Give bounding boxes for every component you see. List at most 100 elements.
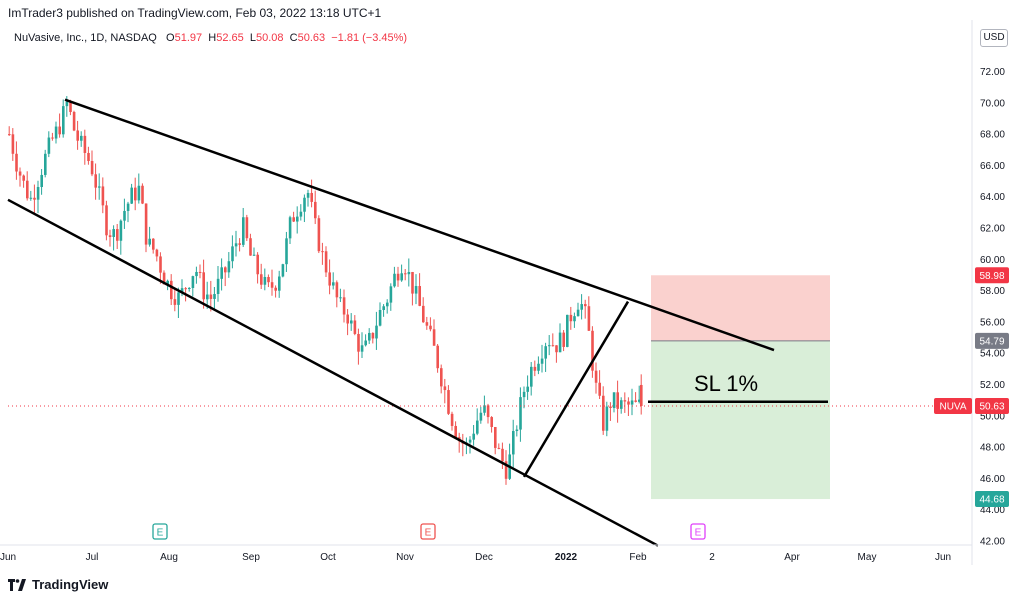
- candle-body: [285, 238, 288, 265]
- candle-body: [364, 340, 367, 346]
- candle-body: [22, 175, 25, 181]
- candle-body: [389, 286, 393, 303]
- take-profit-zone[interactable]: [651, 340, 830, 500]
- y-tick-label: 54.00: [980, 349, 1005, 360]
- candle-body: [238, 243, 241, 245]
- candle-body: [630, 400, 634, 405]
- earnings-marker[interactable]: [420, 523, 436, 540]
- trendline-channel-lower[interactable]: [7, 198, 659, 547]
- candle-body: [177, 292, 180, 305]
- candle-body: [584, 304, 587, 307]
- earnings-marker[interactable]: [690, 523, 706, 540]
- earnings-marker-label: E: [695, 528, 702, 539]
- candle-body: [249, 238, 252, 256]
- candle-body: [11, 134, 15, 154]
- candle-body: [137, 185, 141, 201]
- candle-body: [134, 187, 137, 201]
- candle-body: [598, 382, 601, 396]
- candle-body: [116, 229, 119, 241]
- candle-body: [378, 310, 382, 326]
- candle-body: [227, 261, 231, 273]
- candle-body: [393, 273, 396, 287]
- candle-body: [159, 256, 162, 273]
- open-value: 51.97: [174, 32, 203, 44]
- candle-body: [357, 333, 360, 352]
- candle-body: [497, 447, 501, 449]
- candle-body: [206, 294, 209, 300]
- y-tick-label: 62.00: [980, 224, 1005, 235]
- candle-body: [551, 345, 555, 347]
- candle-body: [483, 405, 486, 413]
- candle-body: [530, 366, 533, 387]
- entry-price-tag-label: 54.79: [979, 336, 1004, 347]
- candle-body: [101, 186, 105, 206]
- y-tick-label: 68.00: [980, 130, 1005, 141]
- change-value: −1.81 (−3.45%): [331, 32, 408, 44]
- candle-body: [339, 297, 342, 299]
- candle-body: [440, 368, 443, 387]
- candle-body: [368, 332, 371, 341]
- brand-name: TradingView: [32, 577, 109, 592]
- y-tick-label: 56.00: [980, 317, 1005, 328]
- y-tick-label: 42.00: [980, 537, 1005, 548]
- candle-body: [407, 271, 411, 275]
- currency-button[interactable]: USD: [980, 29, 1008, 47]
- target-price-tag-label: 44.68: [979, 495, 1004, 506]
- candle-body: [216, 278, 220, 295]
- candle-body: [468, 439, 472, 443]
- target-price-tag-bg: [975, 491, 1009, 508]
- candle-body: [148, 238, 151, 245]
- candle-body: [533, 366, 537, 371]
- candle-body: [342, 297, 346, 315]
- candle-body: [72, 111, 76, 131]
- y-tick-label: 48.00: [980, 443, 1005, 454]
- candle-body: [26, 180, 29, 199]
- candle-body: [191, 276, 195, 289]
- candle-body: [454, 425, 457, 438]
- candle-body: [303, 197, 306, 212]
- low-label: L: [249, 32, 256, 44]
- stop-price-tag-label: 58.98: [979, 271, 1004, 282]
- high-label: H: [208, 32, 217, 44]
- candle-body: [425, 322, 429, 326]
- candle-body: [620, 400, 623, 409]
- candle-body: [166, 280, 169, 285]
- symbol-name[interactable]: NuVasive, Inc., 1D, NASDAQ: [14, 32, 157, 44]
- candle-body: [396, 273, 400, 281]
- publisher-line: ImTrader3 published on TradingView.com, …: [8, 6, 382, 20]
- candle-body: [40, 174, 43, 188]
- close-value: 50.63: [297, 32, 326, 44]
- candle-body: [155, 249, 159, 257]
- candle-body: [105, 205, 108, 236]
- trendline-channel-upper[interactable]: [64, 98, 775, 352]
- earnings-marker[interactable]: [152, 523, 168, 540]
- candle-body: [87, 152, 90, 162]
- candle-body: [296, 216, 299, 222]
- candle-body: [400, 273, 403, 281]
- candle-body: [382, 306, 385, 311]
- candle-body: [202, 272, 205, 300]
- candle-body: [90, 161, 94, 175]
- candle-body: [98, 186, 101, 188]
- tradingview-logo[interactable]: TradingView: [8, 577, 108, 592]
- low-value: 50.08: [255, 32, 284, 44]
- trendline-rising-support[interactable]: [522, 300, 630, 478]
- candle-body: [119, 220, 123, 241]
- candle-body: [375, 325, 378, 339]
- candle-body: [252, 254, 256, 256]
- candle-body: [51, 137, 54, 139]
- candle-body: [447, 390, 450, 414]
- candle-body: [65, 101, 69, 107]
- x-tick-label: Oct: [320, 552, 336, 563]
- stop-loss-zone[interactable]: [651, 275, 830, 341]
- candle-body: [184, 288, 187, 290]
- candle-body: [270, 282, 274, 288]
- candle-body: [15, 153, 18, 172]
- position-zones: [651, 275, 830, 500]
- candle-body: [141, 185, 144, 204]
- candle-body: [231, 246, 234, 262]
- candle-body: [519, 397, 522, 430]
- candle-body: [188, 288, 191, 290]
- candle-body: [623, 400, 627, 402]
